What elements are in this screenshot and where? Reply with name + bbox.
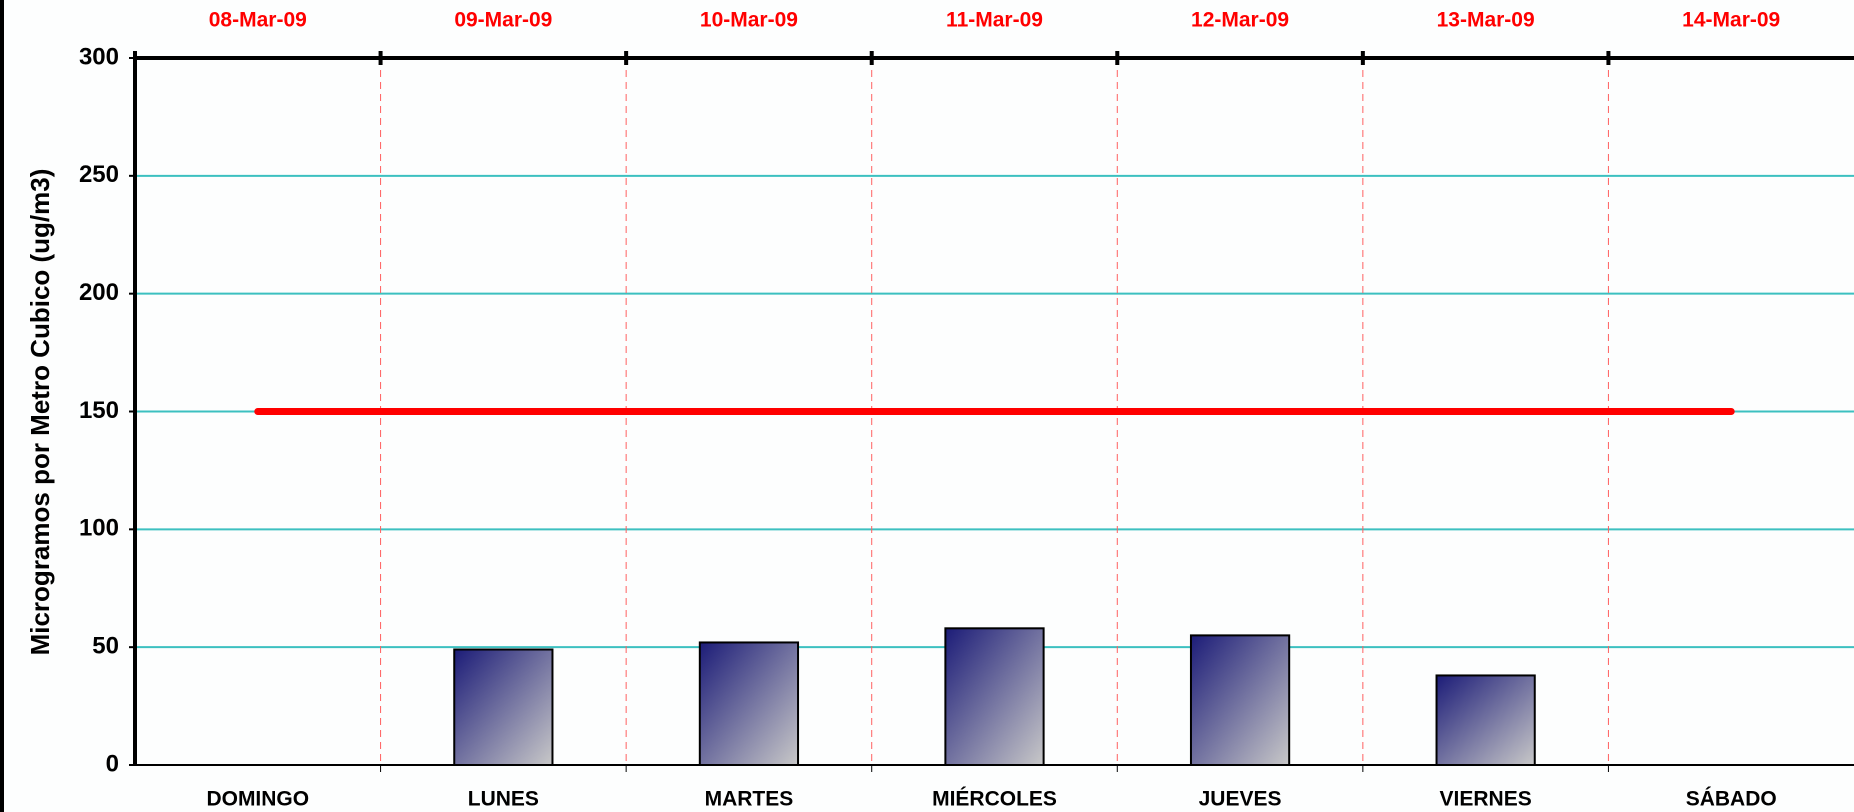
y-tick-label: 300	[79, 43, 119, 70]
date-label: 09-Mar-09	[454, 9, 552, 32]
y-tick-label: 150	[79, 397, 119, 424]
y-tick-label: 0	[106, 750, 119, 777]
x-tick-label: SÁBADO	[1686, 788, 1777, 811]
x-tick-label: JUEVES	[1199, 788, 1282, 811]
y-tick-label: 200	[79, 279, 119, 306]
x-tick-label: LUNES	[468, 788, 539, 811]
x-tick-label: MIÉRCOLES	[932, 788, 1057, 811]
date-label: 11-Mar-09	[946, 9, 1043, 32]
date-label: 14-Mar-09	[1682, 9, 1780, 32]
date-label: 10-Mar-09	[700, 9, 798, 32]
bar	[944, 627, 1045, 767]
y-tick-label: 250	[79, 161, 119, 188]
date-label: 13-Mar-09	[1437, 9, 1535, 32]
bar	[698, 641, 800, 766]
bar	[1189, 634, 1291, 767]
x-tick-label: DOMINGO	[206, 788, 309, 811]
date-label: 12-Mar-09	[1191, 9, 1289, 32]
y-tick-label: 50	[92, 633, 119, 660]
y-tick-label: 100	[79, 515, 119, 542]
date-label: 08-Mar-09	[209, 9, 307, 32]
bar	[453, 648, 554, 766]
x-tick-label: VIERNES	[1440, 788, 1532, 811]
x-tick-label: MARTES	[705, 788, 794, 811]
y-axis-title: Microgramos por Metro Cubico (ug/m3)	[25, 169, 55, 656]
bar	[1435, 674, 1536, 766]
